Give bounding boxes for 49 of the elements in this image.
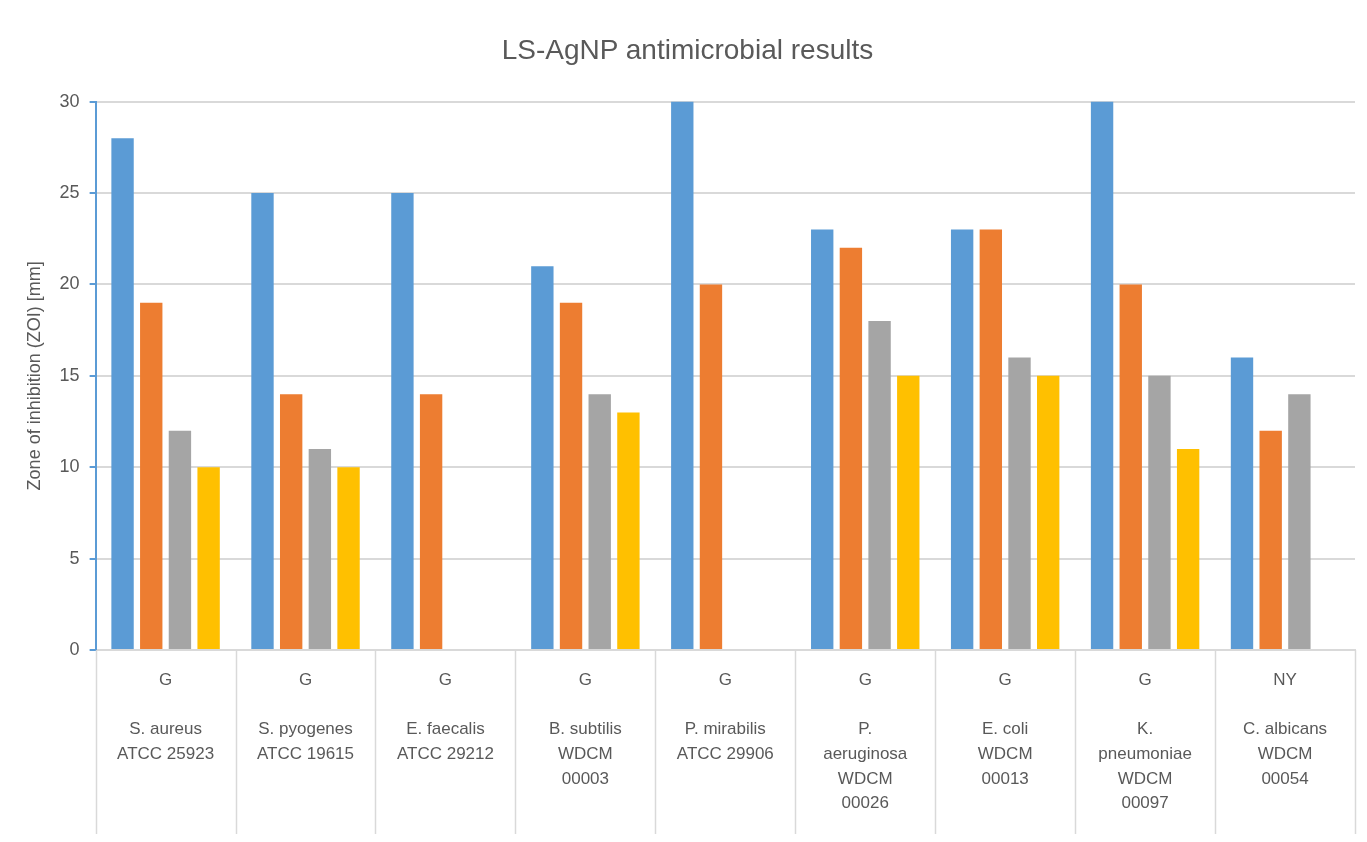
y-axis-title: Zone of inhibition (ZOI) [mm] — [23, 261, 44, 491]
y-tick-label: 15 — [59, 364, 80, 385]
y-tick-label: 30 — [59, 90, 80, 111]
bar — [251, 193, 274, 650]
category-label: G E. coli WDCM 00013 — [977, 670, 1033, 788]
bar — [419, 394, 443, 650]
bar — [337, 467, 360, 650]
bar — [588, 394, 611, 650]
bar — [1176, 448, 1200, 650]
y-tick-label: 10 — [59, 456, 80, 477]
bar — [1008, 357, 1031, 650]
bar — [617, 412, 640, 650]
chart-title: LS-AgNP antimicrobial results — [501, 33, 874, 65]
bar — [811, 229, 834, 650]
bar — [699, 284, 723, 650]
bar — [168, 430, 192, 650]
bar — [1037, 375, 1060, 650]
bar — [1090, 101, 1114, 650]
bar — [197, 467, 220, 650]
bar — [868, 321, 891, 650]
category-label: G E. faecalis ATCC 29212 — [396, 670, 494, 764]
bar — [1230, 357, 1254, 650]
y-tick-label: 0 — [69, 639, 80, 660]
y-tick-label: 20 — [59, 273, 80, 294]
category-label: G S. aureus ATCC 25923 — [117, 670, 215, 764]
category-label: NY C. albicans WDCM 00054 — [1242, 670, 1328, 788]
bar — [1288, 394, 1311, 650]
bar — [1119, 284, 1142, 650]
bar — [140, 302, 163, 650]
category-label: G K. pneumoniae WDCM 00097 — [1098, 670, 1192, 813]
bar — [111, 138, 134, 650]
y-tick-label: 25 — [59, 181, 80, 202]
bar — [391, 193, 414, 650]
y-tick-label: 5 — [69, 547, 80, 568]
category-label: G S. pyogenes ATCC 19615 — [257, 670, 355, 764]
bar — [1259, 430, 1282, 650]
category-label: G P. mirabilis ATCC 29906 — [676, 670, 774, 764]
category-label: G B. subtilis WDCM 00003 — [549, 670, 622, 788]
bar — [979, 229, 1003, 650]
bar — [531, 266, 554, 650]
bar — [279, 394, 303, 650]
bar — [950, 229, 974, 650]
bar — [559, 302, 583, 650]
bar — [308, 448, 332, 650]
bar — [671, 101, 694, 650]
bar — [839, 247, 863, 650]
bar — [897, 375, 920, 650]
category-label: G P. aeruginosa WDCM 00026 — [823, 670, 908, 813]
bar — [1148, 375, 1171, 650]
